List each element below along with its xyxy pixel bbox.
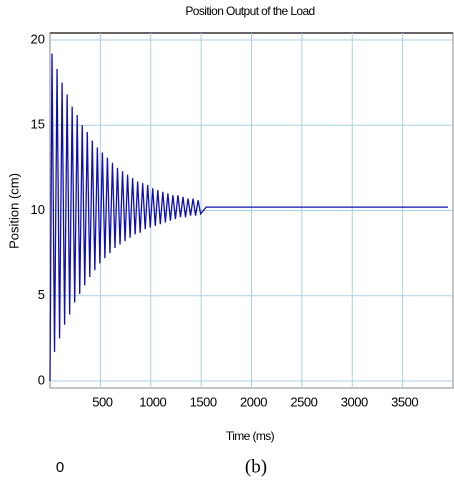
x-tick-label: 500	[92, 394, 112, 409]
x-tick-label: 3000	[341, 394, 368, 409]
x-tick-label: 2500	[290, 394, 317, 409]
annotation: (b)	[245, 456, 267, 477]
x-tick-label: 1500	[190, 394, 217, 409]
chart-title: Position Output of the Load	[185, 4, 314, 18]
x-tick-label: 3500	[391, 394, 418, 409]
data-line	[49, 53, 448, 382]
y-tick-label: 10	[31, 202, 45, 217]
y-axis-label: Position (cm)	[6, 173, 21, 249]
y-tick-label: 0	[38, 372, 45, 387]
x-tick-label: 1000	[139, 394, 166, 409]
y-tick-label: 5	[38, 287, 45, 302]
y-tick-label: 20	[31, 31, 45, 46]
x-tick-label: 2000	[240, 394, 267, 409]
x-axis-label: Time (ms)	[226, 429, 275, 443]
annotation: 0	[56, 459, 64, 476]
y-tick-label: 15	[31, 117, 45, 132]
